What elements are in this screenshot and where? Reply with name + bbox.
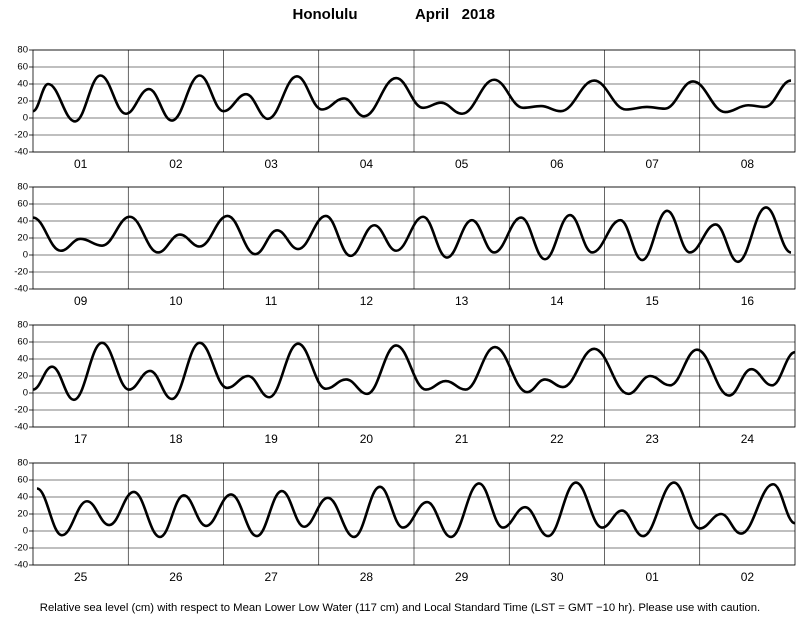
y-tick-label: 60 (17, 337, 28, 348)
y-tick-label: -20 (14, 405, 28, 416)
x-tick-label: 09 (74, 294, 88, 308)
x-tick-label: 27 (264, 570, 278, 584)
y-tick-label: -20 (14, 130, 28, 141)
footnote: Relative sea level (cm) with respect to … (40, 602, 760, 614)
x-tick-label: 11 (265, 294, 278, 308)
plot-frame (32, 186, 796, 290)
y-tick-label: 80 (17, 182, 28, 193)
y-tick-label: -20 (14, 543, 28, 554)
x-tick-label: 24 (741, 432, 755, 446)
x-tick-label: 02 (169, 157, 183, 171)
tide-line (32, 341, 796, 402)
x-tick-label: 08 (741, 157, 755, 171)
x-tick-label: 17 (74, 432, 88, 446)
x-tick-label: 18 (169, 432, 183, 446)
y-tick-label: -40 (14, 284, 28, 295)
y-tick-label: 0 (23, 388, 28, 399)
y-tick-label: 40 (17, 216, 28, 227)
y-tick-label: 20 (17, 233, 28, 244)
x-tick-label: 06 (550, 157, 564, 171)
x-tick-label: 13 (455, 294, 469, 308)
x-tick-label: 26 (169, 570, 183, 584)
tide-line (32, 74, 792, 123)
x-tick-label: 19 (264, 432, 278, 446)
x-tick-label: 03 (264, 157, 278, 171)
y-tick-label: 20 (17, 96, 28, 107)
y-tick-label: 60 (17, 199, 28, 210)
chart-title: Honolulu (293, 6, 358, 23)
x-tick-label: 12 (360, 294, 374, 308)
y-tick-label: 40 (17, 492, 28, 503)
y-tick-label: 20 (17, 371, 28, 382)
y-tick-label: -40 (14, 560, 28, 571)
y-tick-label: 0 (23, 113, 28, 124)
y-tick-label: 40 (17, 354, 28, 365)
x-tick-label: 01 (74, 157, 88, 171)
y-tick-label: 80 (17, 458, 28, 469)
y-tick-label: 40 (17, 79, 28, 90)
x-tick-label: 28 (360, 570, 374, 584)
y-tick-label: 0 (23, 250, 28, 261)
y-tick-label: 0 (23, 526, 28, 537)
y-tick-label: 80 (17, 320, 28, 331)
x-tick-label: 05 (455, 157, 469, 171)
y-tick-label: 60 (17, 475, 28, 486)
y-tick-label: 80 (17, 45, 28, 56)
x-tick-label: 30 (550, 570, 564, 584)
x-tick-label: 02 (741, 570, 755, 584)
plot-frame (32, 462, 796, 566)
x-tick-label: 23 (645, 432, 659, 446)
y-tick-label: -20 (14, 267, 28, 278)
plot-frame (32, 324, 796, 428)
x-tick-label: 29 (455, 570, 469, 584)
x-tick-label: 04 (360, 157, 374, 171)
x-tick-label: 01 (645, 570, 659, 584)
x-tick-label: 25 (74, 570, 88, 584)
x-tick-label: 16 (741, 294, 755, 308)
y-tick-label: 20 (17, 509, 28, 520)
tide-line (36, 481, 796, 539)
x-tick-label: 15 (645, 294, 659, 308)
x-tick-label: 22 (550, 432, 564, 446)
plot-frame (32, 49, 796, 153)
y-tick-label: 60 (17, 62, 28, 73)
y-tick-label: -40 (14, 147, 28, 158)
x-tick-label: 21 (455, 432, 469, 446)
y-tick-label: -40 (14, 422, 28, 433)
chart-subtitle: April 2018 (415, 6, 495, 23)
tide-line (32, 206, 792, 264)
x-tick-label: 14 (550, 294, 564, 308)
x-tick-label: 07 (645, 157, 659, 171)
x-tick-label: 10 (169, 294, 183, 308)
x-tick-label: 20 (360, 432, 374, 446)
